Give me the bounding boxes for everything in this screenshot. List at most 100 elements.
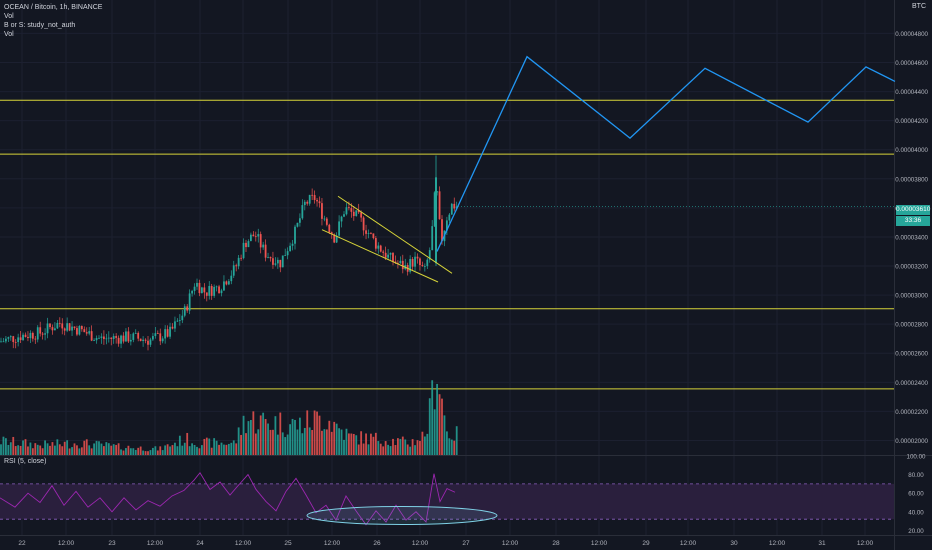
price-tick-label: 0.00002200 <box>895 409 928 416</box>
candle-body <box>5 338 7 342</box>
candle-body <box>56 322 59 329</box>
candle-body <box>419 258 421 266</box>
volume-bar <box>421 431 424 455</box>
volume-bar <box>394 444 397 455</box>
volume-bar <box>186 432 189 455</box>
volume-bar <box>399 438 402 455</box>
candle-body <box>387 254 389 258</box>
volume-bar <box>257 429 260 455</box>
volume-bar <box>5 438 7 455</box>
volume-bar <box>174 442 176 455</box>
volume-bar <box>404 439 407 455</box>
candle-body <box>7 337 10 339</box>
volume-bar <box>232 440 235 455</box>
candle-body <box>267 257 269 258</box>
volume-bar <box>14 446 17 455</box>
time-tick-label: 30 <box>730 540 738 547</box>
volume-bar <box>411 439 414 455</box>
candle-body <box>225 281 228 285</box>
volume-bar <box>19 445 22 455</box>
candle-body <box>218 286 220 294</box>
volume-bar <box>31 448 34 455</box>
candle-body <box>181 315 184 321</box>
candle-body <box>73 326 76 329</box>
volume-bar <box>323 429 326 455</box>
candle-body <box>433 192 436 227</box>
time-tick-label: 23 <box>108 540 116 547</box>
time-tick-label: 28 <box>552 540 560 547</box>
volume-bar <box>352 433 355 455</box>
volume-bar <box>414 445 416 455</box>
volume-bar <box>58 444 61 455</box>
volume-bar <box>345 428 348 455</box>
horizontal-levels <box>0 99 894 390</box>
rsi-pane: 100.00 80.00 60.00 40.00 20.00 <box>0 454 926 535</box>
candle-body <box>31 332 34 339</box>
volume-bar <box>237 427 240 455</box>
candle-body <box>24 334 27 337</box>
volume-bar <box>296 429 299 455</box>
candle-body <box>78 325 81 335</box>
volume-bar <box>203 438 206 455</box>
time-tick-label: 12:00 <box>769 540 786 547</box>
candle-body <box>428 250 431 260</box>
volume-bar <box>311 429 314 455</box>
rsi-indicator-label[interactable]: RSI (5, close) <box>4 458 47 465</box>
volume-bar <box>100 443 103 455</box>
candle-body <box>370 233 372 234</box>
volume-bar <box>103 446 105 455</box>
volume-bar <box>370 433 372 455</box>
volume-bar <box>139 446 142 455</box>
candle-body <box>360 212 363 218</box>
volume-bar <box>147 451 149 455</box>
volume-bar <box>112 444 115 455</box>
candle-body <box>435 177 437 264</box>
candle-body <box>321 203 323 219</box>
candle-body <box>80 325 83 330</box>
price-tick-label: 0.00002400 <box>895 380 928 387</box>
volume-bar <box>328 420 331 455</box>
candle-body <box>51 327 54 331</box>
volume-bar <box>448 438 451 455</box>
study-indicator-label[interactable]: B or S: study_not_auth <box>4 22 76 29</box>
volume-bar <box>88 445 91 455</box>
symbol-label[interactable]: OCEAN / Bitcoin, 1h, BINANCE <box>4 4 103 11</box>
volume-bar <box>152 447 154 455</box>
volume-bar <box>201 445 203 455</box>
time-tick-label: 12:00 <box>502 540 519 547</box>
candle-body <box>117 337 120 344</box>
price-tick-label: 0.00004600 <box>895 60 928 67</box>
volume-bar <box>210 447 213 455</box>
candle-body <box>66 323 69 331</box>
volume-bar <box>24 439 27 455</box>
volume-bar <box>384 441 387 455</box>
candle-body <box>95 337 98 341</box>
candle-body <box>365 230 367 234</box>
volume-bar <box>39 445 42 455</box>
time-tick-label: 26 <box>373 540 381 547</box>
candle-body <box>176 320 179 322</box>
candle-body <box>330 232 333 235</box>
candle-body <box>247 241 250 248</box>
candle-body <box>426 259 429 267</box>
wedge-trendline <box>337 195 453 274</box>
volume-bar <box>107 443 110 455</box>
volume-bar <box>122 450 125 455</box>
candle-body <box>54 328 56 331</box>
volume-indicator-label-2[interactable]: Vol <box>4 31 14 38</box>
volume-bar <box>316 411 318 455</box>
volume-bar <box>259 415 262 455</box>
candle-body <box>105 338 108 340</box>
volume-bar <box>431 380 434 455</box>
volume-bar <box>51 442 54 455</box>
candle-body <box>328 224 331 233</box>
currency-label: BTC <box>912 3 926 10</box>
candle-body <box>257 234 260 237</box>
candle-body <box>22 334 24 341</box>
volume-bar <box>90 448 93 455</box>
volume-bar <box>115 444 118 455</box>
candle-body <box>431 226 434 251</box>
volume-indicator-label[interactable]: Vol <box>4 13 14 20</box>
volume-bar <box>397 438 399 455</box>
